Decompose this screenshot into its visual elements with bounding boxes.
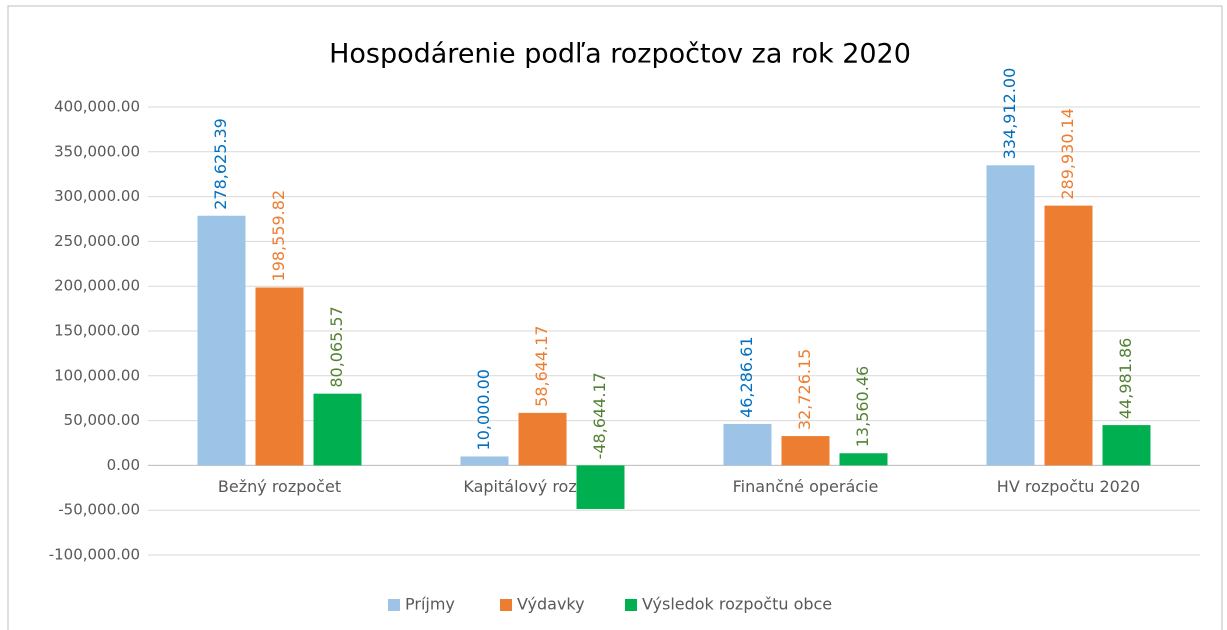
data-label: 198,559.82: [269, 190, 288, 282]
legend-swatch: [388, 599, 400, 611]
y-tick-label: 50,000.00: [64, 411, 140, 429]
y-tick-label: -50,000.00: [58, 501, 140, 519]
data-label: 13,560.46: [853, 366, 872, 447]
y-tick-label: 100,000.00: [54, 366, 140, 384]
bar: [460, 456, 509, 466]
legend-label: Výdavky: [517, 595, 585, 614]
y-tick-label: 350,000.00: [54, 142, 140, 160]
legend-swatch: [500, 599, 512, 611]
y-tick-label: -100,000.00: [49, 546, 140, 564]
y-tick-label: 400,000.00: [54, 98, 140, 116]
y-tick-label: 200,000.00: [54, 277, 140, 295]
data-label: -48,644.17: [590, 372, 609, 459]
bar: [255, 287, 304, 466]
data-label: 10,000.00: [474, 369, 493, 450]
chart-frame: [7, 5, 1223, 630]
data-label: 80,065.57: [327, 306, 346, 387]
bar: [576, 465, 625, 509]
legend-label: Výsledok rozpočtu obce: [642, 595, 832, 614]
y-tick-label: 150,000.00: [54, 322, 140, 340]
bar: [1102, 425, 1151, 466]
bar: [723, 423, 772, 466]
x-tick-label: HV rozpočtu 2020: [997, 477, 1140, 496]
legend-swatch: [625, 599, 637, 611]
bar: [1044, 205, 1093, 466]
y-tick-label: 0.00: [107, 456, 140, 474]
bar: [839, 453, 888, 466]
x-tick-label: Bežný rozpočet: [218, 477, 341, 496]
data-label: 44,981.86: [1116, 338, 1135, 419]
bar: [781, 436, 830, 466]
bar: [313, 393, 362, 466]
bar: [986, 165, 1035, 466]
data-label: 46,286.61: [737, 336, 756, 417]
data-label: 278,625.39: [211, 118, 230, 210]
data-label: 289,930.14: [1058, 108, 1077, 200]
chart-title: Hospodárenie podľa rozpočtov za rok 2020: [329, 39, 911, 70]
data-label: 58,644.17: [532, 325, 551, 406]
x-tick-label: Finančné operácie: [733, 477, 879, 496]
bar: [518, 412, 567, 466]
data-label: 334,912.00: [1000, 68, 1019, 160]
legend-label: Príjmy: [405, 595, 455, 614]
bar: [197, 215, 246, 466]
y-tick-label: 300,000.00: [54, 187, 140, 205]
y-tick-label: 250,000.00: [54, 232, 140, 250]
data-label: 32,726.15: [795, 349, 814, 430]
